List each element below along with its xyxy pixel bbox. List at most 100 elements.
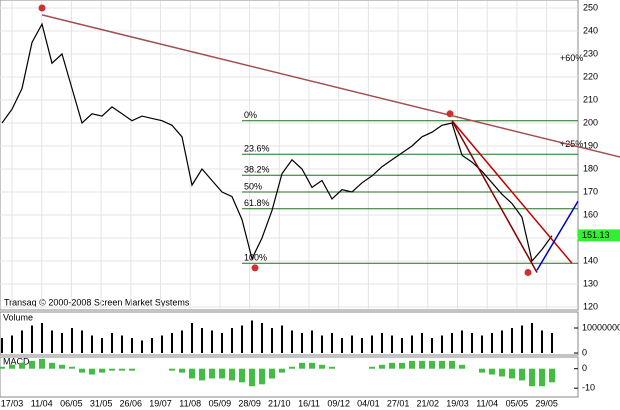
volume-bar: [401, 338, 403, 353]
macd-bar: [409, 360, 415, 369]
last-price-label: 151.13: [582, 230, 610, 240]
x-tick-label: 16/11: [298, 398, 320, 408]
macd-bar: [299, 362, 305, 369]
macd-bar: [119, 368, 125, 371]
y-tick-label: 250: [583, 2, 598, 12]
macd-bar: [449, 360, 455, 369]
volume-bar: [1, 338, 3, 353]
y-tick-label: 220: [583, 71, 598, 81]
trend-line: [451, 120, 538, 273]
volume-tick-label: 10000000: [582, 322, 620, 332]
macd-bar: [379, 364, 385, 369]
macd-label: MACD: [3, 356, 30, 366]
extremum-marker: [524, 269, 532, 276]
macd-bar: [479, 368, 485, 373]
macd-bar: [89, 368, 95, 375]
volume-bar: [71, 328, 73, 353]
macd-bar: [19, 362, 25, 369]
volume-bar: [251, 320, 253, 353]
macd-bar: [219, 368, 225, 379]
macd-bar: [519, 368, 525, 381]
macd-bar: [419, 360, 425, 369]
volume-bar: [301, 333, 303, 353]
x-tick-label: 04/01: [357, 398, 380, 408]
macd-bar: [29, 360, 35, 369]
volume-bar: [541, 330, 543, 353]
volume-bar: [21, 330, 23, 353]
macd-bar: [489, 368, 495, 375]
x-tick-label: 19/07: [149, 398, 172, 408]
y-tick-label: 120: [583, 301, 598, 311]
volume-bar: [161, 335, 163, 353]
x-tick-label: 26/06: [120, 398, 143, 408]
x-tick-label: 05/05: [506, 398, 529, 408]
fib-label: 0%: [244, 110, 257, 120]
fib-label: 61.8%: [244, 198, 270, 208]
macd-bar: [209, 368, 215, 379]
volume-bar: [41, 323, 43, 353]
volume-label: Volume: [3, 312, 33, 322]
volume-bar: [341, 338, 343, 353]
x-tick-label: 19/03: [446, 398, 469, 408]
x-tick-label: 29/05: [535, 398, 558, 408]
macd-bar: [399, 362, 405, 369]
macd-bar: [289, 366, 295, 369]
y-tick-label: 200: [583, 117, 598, 127]
macd-bar: [439, 360, 445, 369]
y-tick-label: 180: [583, 163, 598, 173]
macd-bar: [549, 368, 555, 383]
x-tick-label: 21/10: [268, 398, 291, 408]
volume-bar: [141, 340, 143, 353]
volume-bar: [151, 338, 153, 353]
volume-bar: [171, 333, 173, 353]
volume-bar: [211, 330, 213, 353]
volume-bar: [201, 328, 203, 353]
price-line: [1, 22, 553, 263]
x-tick-label: 28/09: [238, 398, 261, 408]
macd-bar: [109, 368, 115, 371]
volume-panel: [0, 311, 579, 356]
macd-bar: [59, 364, 65, 369]
macd-bar: [229, 368, 235, 381]
y-tick-label: 140: [583, 255, 598, 265]
volume-bar: [331, 333, 333, 353]
x-tick-label: 31/05: [90, 398, 113, 408]
volume-bar: [191, 323, 193, 353]
volume-bar: [121, 335, 123, 353]
macd-bar: [239, 368, 245, 383]
volume-bar: [421, 333, 423, 353]
volume-bar: [471, 333, 473, 353]
y-tick-label: 190: [583, 140, 598, 150]
volume-bar: [101, 338, 103, 353]
macd-bar: [69, 366, 75, 369]
fib-label: 23.6%: [244, 144, 270, 154]
y-tick-label: 170: [583, 186, 598, 196]
volume-tick-label: 0: [582, 347, 587, 357]
volume-bar: [91, 335, 93, 353]
macd-bar: [169, 368, 175, 371]
trend-line: [451, 120, 573, 264]
macd-bar: [279, 368, 285, 373]
volume-bar: [481, 335, 483, 353]
x-tick-label: 11/04: [476, 398, 498, 408]
volume-bar: [551, 333, 553, 353]
volume-bar: [271, 328, 273, 353]
x-tick-label: 11/08: [179, 398, 201, 408]
macd-bar: [189, 368, 195, 379]
extremum-marker: [446, 110, 454, 118]
macd-bar: [369, 366, 375, 369]
fib-label: 38.2%: [244, 165, 270, 175]
macd-bar: [509, 368, 515, 379]
macd-panel: [0, 356, 579, 398]
volume-bar: [381, 333, 383, 353]
macd-bar: [249, 368, 255, 387]
volume-bar: [111, 333, 113, 353]
note: +25%: [560, 139, 583, 149]
volume-bar: [411, 335, 413, 353]
volume-bar: [31, 325, 33, 353]
y-tick-label: 230: [583, 48, 598, 58]
volume-bar: [221, 333, 223, 353]
volume-bar: [511, 328, 513, 353]
volume-bar: [321, 335, 323, 353]
